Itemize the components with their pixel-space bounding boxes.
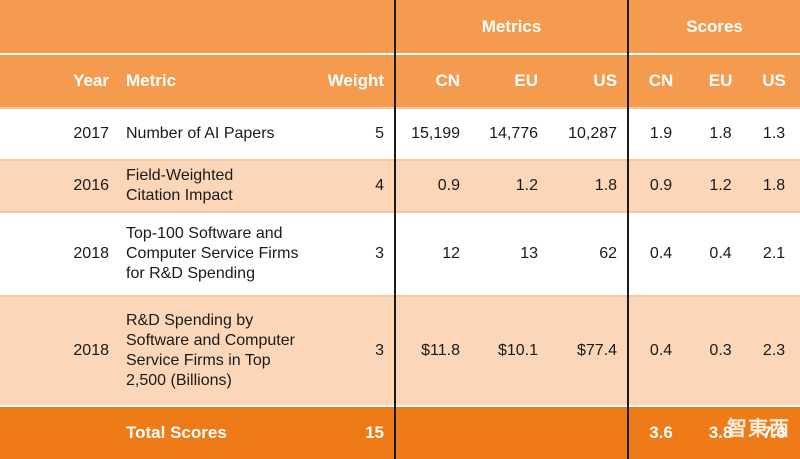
eu-metric-cell: $10.1 xyxy=(470,295,549,406)
us-metric-column-header: US xyxy=(548,53,629,108)
us-score-column-header: US xyxy=(748,53,800,108)
total-blank-cell xyxy=(470,405,549,459)
us-metric-cell: 62 xyxy=(548,211,629,296)
eu-metric-cell: 14,776 xyxy=(470,107,549,160)
group-header-blank xyxy=(0,0,396,54)
us-metric-cell: 10,287 xyxy=(548,107,629,160)
weight-column-header: Weight xyxy=(320,53,396,108)
cn-metric-cell: 0.9 xyxy=(394,159,471,212)
table-row: 2017 Number of AI Papers 5 15,199 14,776… xyxy=(0,107,800,160)
metric-cell: Number of AI Papers xyxy=(120,107,320,160)
metric-cell: Field-Weighted Citation Impact xyxy=(120,159,320,212)
eu-metric-cell: 13 xyxy=(470,211,549,296)
cn-score-cell: 1.9 xyxy=(627,107,694,160)
cn-score-column-header: CN xyxy=(627,53,694,108)
year-cell: 2018 xyxy=(0,295,120,406)
metric-line: Field-Weighted xyxy=(126,167,234,184)
us-score-cell: 2.1 xyxy=(748,211,800,296)
year-cell: 2017 xyxy=(0,107,120,160)
metric-line: for R&D Spending xyxy=(126,265,255,282)
eu-metric-column-header: EU xyxy=(470,53,549,108)
column-header-row: Year Metric Weight CN EU US CN EU US xyxy=(0,53,800,108)
metric-line: Citation Impact xyxy=(126,187,233,204)
group-header-row: Metrics Scores xyxy=(0,0,800,54)
eu-score-cell: 0.3 xyxy=(693,295,749,406)
total-blank-cell xyxy=(0,405,120,459)
cn-metric-cell: 12 xyxy=(394,211,471,296)
metric-cell: R&D Spending by Software and Computer Se… xyxy=(120,295,320,406)
cn-metric-cell: 15,199 xyxy=(394,107,471,160)
weight-cell: 5 xyxy=(320,107,396,160)
metric-cell: Top-100 Software and Computer Service Fi… xyxy=(120,211,320,296)
cn-score-cell: 0.9 xyxy=(627,159,694,212)
eu-score-column-header: EU xyxy=(693,53,749,108)
metric-line: Computer Service Firms xyxy=(126,245,299,262)
total-us-score: 7.6 xyxy=(748,405,800,459)
cn-score-cell: 0.4 xyxy=(627,211,694,296)
us-metric-cell: $77.4 xyxy=(548,295,629,406)
total-cn-score: 3.6 xyxy=(627,405,694,459)
metric-line: Service Firms in Top xyxy=(126,352,271,369)
us-score-cell: 1.8 xyxy=(748,159,800,212)
eu-score-cell: 0.4 xyxy=(693,211,749,296)
metric-line: R&D Spending by xyxy=(126,312,254,329)
metrics-group-header: Metrics xyxy=(394,0,629,54)
weight-cell: 4 xyxy=(320,159,396,212)
weight-cell: 3 xyxy=(320,295,396,406)
metric-line: Software and Computer xyxy=(126,332,295,349)
table-row: 2018 R&D Spending by Software and Comput… xyxy=(0,295,800,406)
us-score-cell: 2.3 xyxy=(748,295,800,406)
cn-metric-cell: $11.8 xyxy=(394,295,471,406)
eu-score-cell: 1.2 xyxy=(693,159,749,212)
us-score-cell: 1.3 xyxy=(748,107,800,160)
metric-line: Number of AI Papers xyxy=(126,125,275,142)
year-cell: 2016 xyxy=(0,159,120,212)
total-blank-cell xyxy=(394,405,471,459)
total-blank-cell xyxy=(548,405,629,459)
total-row: Total Scores 15 3.6 3.8 7.6 xyxy=(0,405,800,459)
total-weight: 15 xyxy=(320,405,396,459)
metric-line: 2,500 (Billions) xyxy=(126,372,232,389)
metric-column-header: Metric xyxy=(120,53,320,108)
us-metric-cell: 1.8 xyxy=(548,159,629,212)
watermark-logo: 智東西 xyxy=(727,418,790,440)
cn-score-cell: 0.4 xyxy=(627,295,694,406)
table-row: 2018 Top-100 Software and Computer Servi… xyxy=(0,211,800,296)
scores-group-header: Scores xyxy=(627,0,800,54)
cn-metric-column-header: CN xyxy=(394,53,471,108)
metric-line: Top-100 Software and xyxy=(126,225,283,242)
year-column-header: Year xyxy=(0,53,120,108)
total-label: Total Scores xyxy=(120,405,320,459)
weight-cell: 3 xyxy=(320,211,396,296)
table-row: 2016 Field-Weighted Citation Impact 4 0.… xyxy=(0,159,800,212)
eu-score-cell: 1.8 xyxy=(693,107,749,160)
eu-metric-cell: 1.2 xyxy=(470,159,549,212)
total-eu-score: 3.8 xyxy=(693,405,749,459)
year-cell: 2018 xyxy=(0,211,120,296)
